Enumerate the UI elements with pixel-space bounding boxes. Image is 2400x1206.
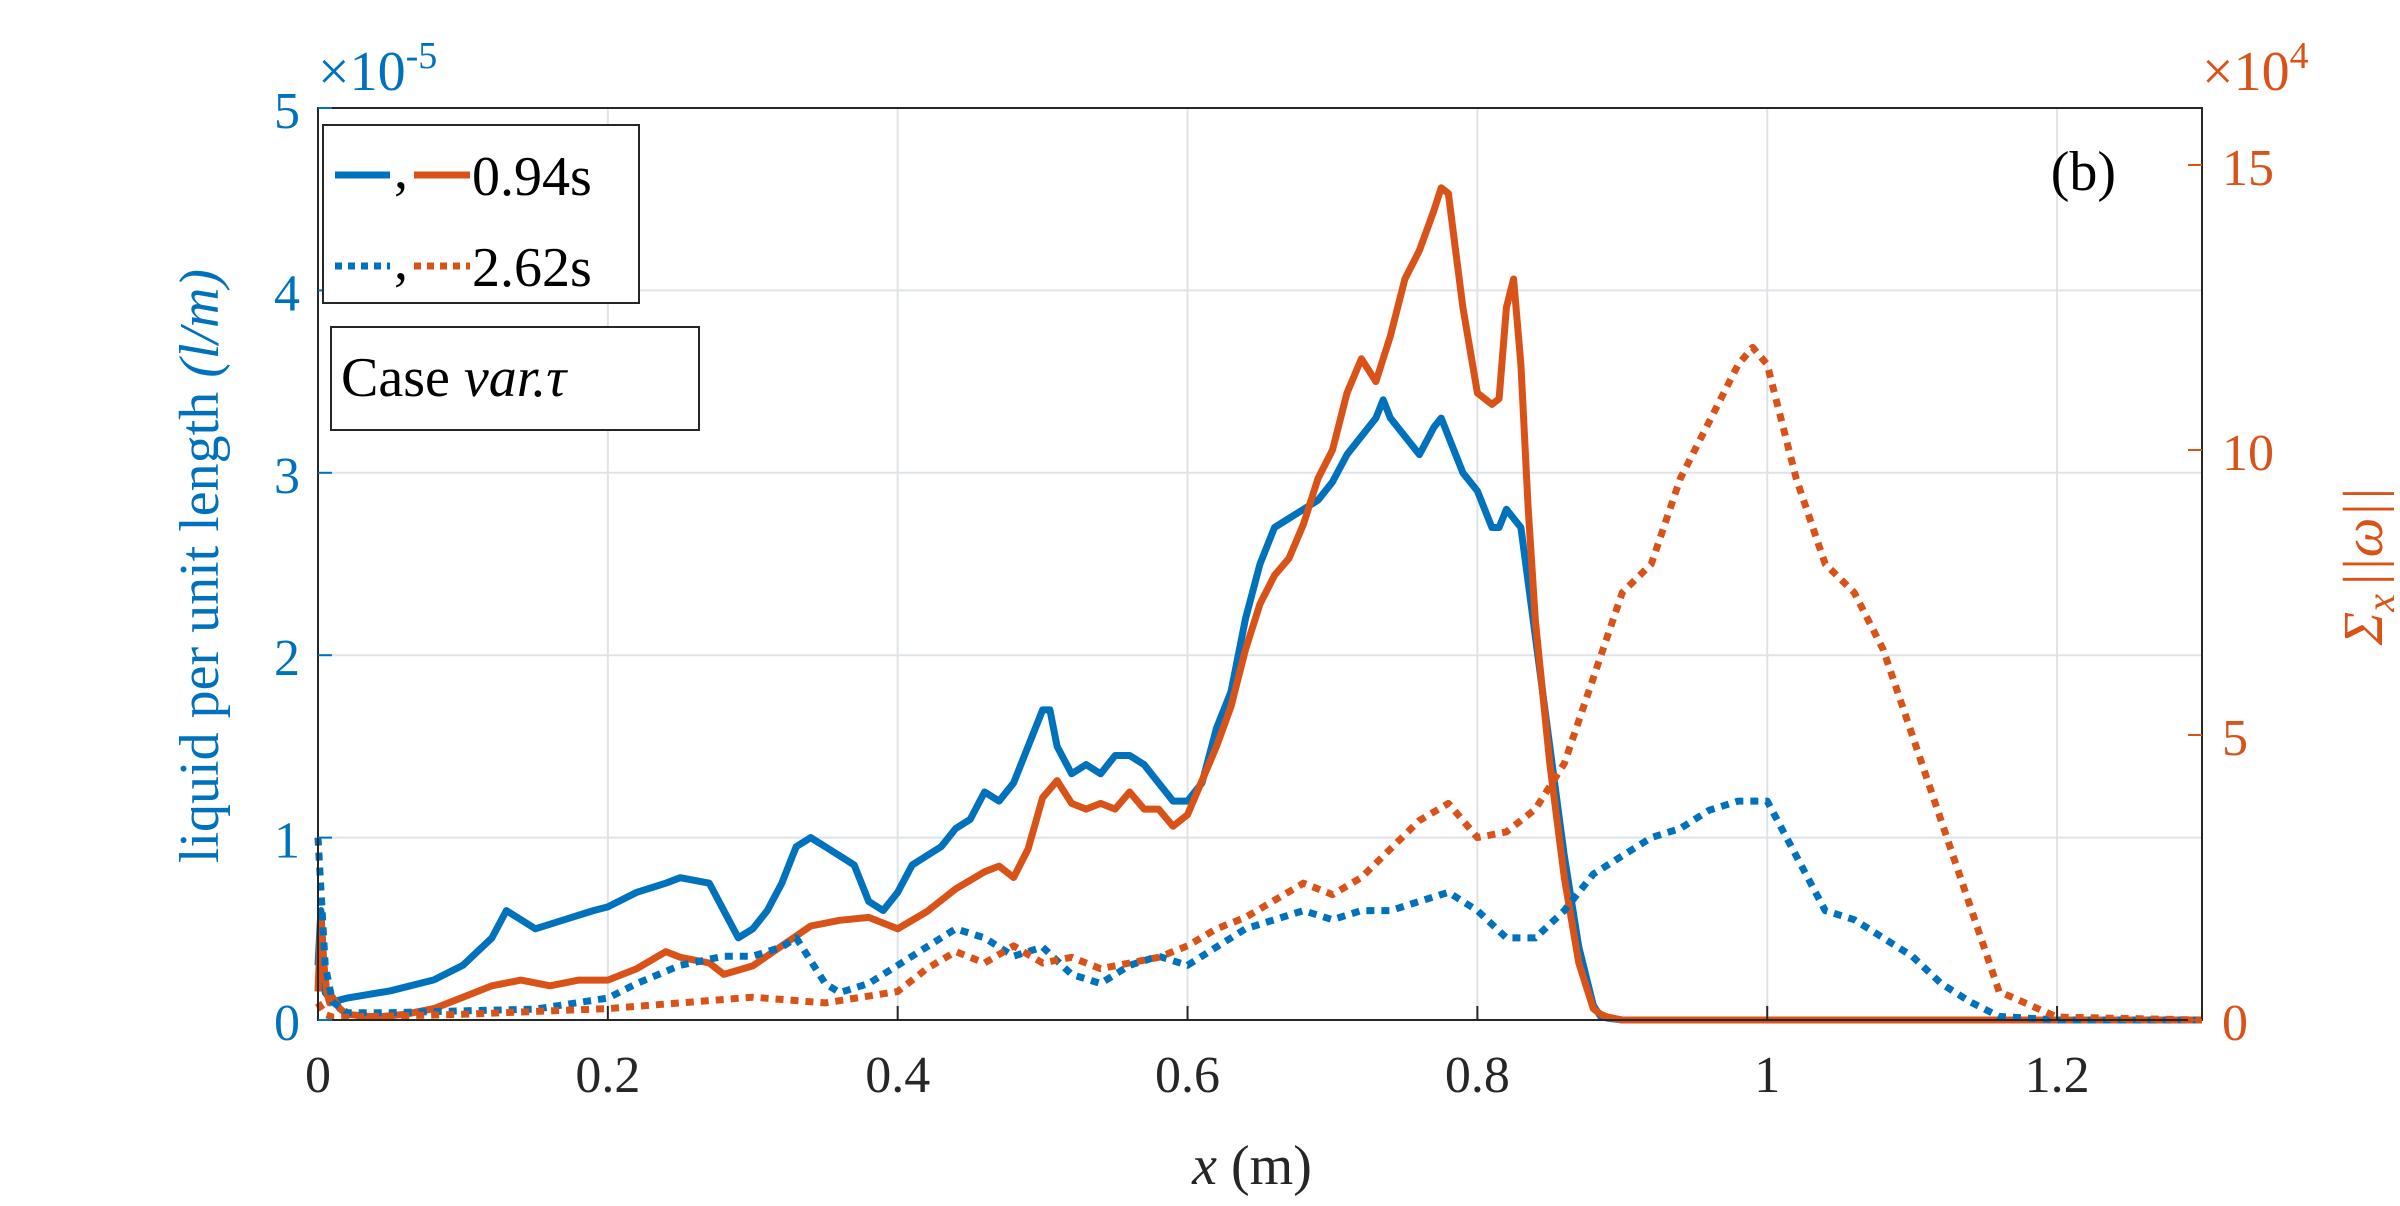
series-line-0-left-solid (314, 396, 2202, 1024)
right-y-tick-label: 0 (2222, 995, 2248, 1052)
right-axis-exponent: ×104 (2202, 35, 2309, 103)
x-tick-label: 0.6 (1155, 1047, 1220, 1104)
x-tick-label: 0.4 (865, 1047, 930, 1104)
right-y-tick-label: 5 (2222, 710, 2248, 767)
x-tick-label: 1 (1754, 1047, 1780, 1104)
x-tick-label: 0 (305, 1047, 331, 1104)
case-box-frame (330, 326, 700, 431)
left-y-tick-label: 1 (274, 813, 300, 870)
left-y-tick-label: 5 (274, 83, 300, 140)
left-y-tick-label: 2 (274, 630, 300, 687)
series-line-1-right-solid (314, 184, 2202, 1024)
legend-label: 0.94s (472, 146, 592, 208)
left-y-tick-label: 0 (274, 995, 300, 1052)
series-layer (314, 184, 2203, 1024)
legend: , 0.94s , 2.62s (322, 124, 640, 304)
left-axis-exponent: ×10-5 (318, 35, 437, 103)
case-label: Case var.τ (341, 347, 568, 409)
axes-box (317, 107, 2203, 1021)
ticks: 0 0.2 0.4 0.6 0.8 1 1.2 0 1 2 3 4 5 0 5 10 15 (274, 83, 2274, 1104)
x-tick-label: 0.2 (575, 1047, 640, 1104)
case-box: Case var.τ (330, 326, 700, 431)
right-y-tick-label: 10 (2222, 425, 2274, 482)
right-y-tick-label: 15 (2222, 140, 2274, 197)
series-line-2-left-dotted (314, 797, 2202, 1024)
left-y-tick-label: 3 (274, 448, 300, 505)
panel-label: (b) (2051, 141, 2116, 203)
x-tick-label: 0.8 (1445, 1047, 1510, 1104)
x-tick-label: 1.2 (2025, 1047, 2090, 1104)
right-axis-label: Σx||ω|| (2333, 487, 2400, 646)
legend-separator: , (394, 230, 408, 292)
x-axis-label: x (m) (1191, 1135, 1312, 1197)
legend-label: 2.62s (472, 237, 592, 299)
left-axis-label: liquid per unit length (l/m) (169, 269, 231, 863)
series-line-3-right-dotted (315, 343, 2203, 1024)
legend-entry-1: , 2.62s (335, 230, 592, 299)
left-y-tick-label: 4 (274, 265, 300, 322)
legend-box (322, 124, 640, 304)
legend-entry-0: , 0.94s (335, 139, 592, 208)
legend-separator: , (394, 139, 408, 201)
